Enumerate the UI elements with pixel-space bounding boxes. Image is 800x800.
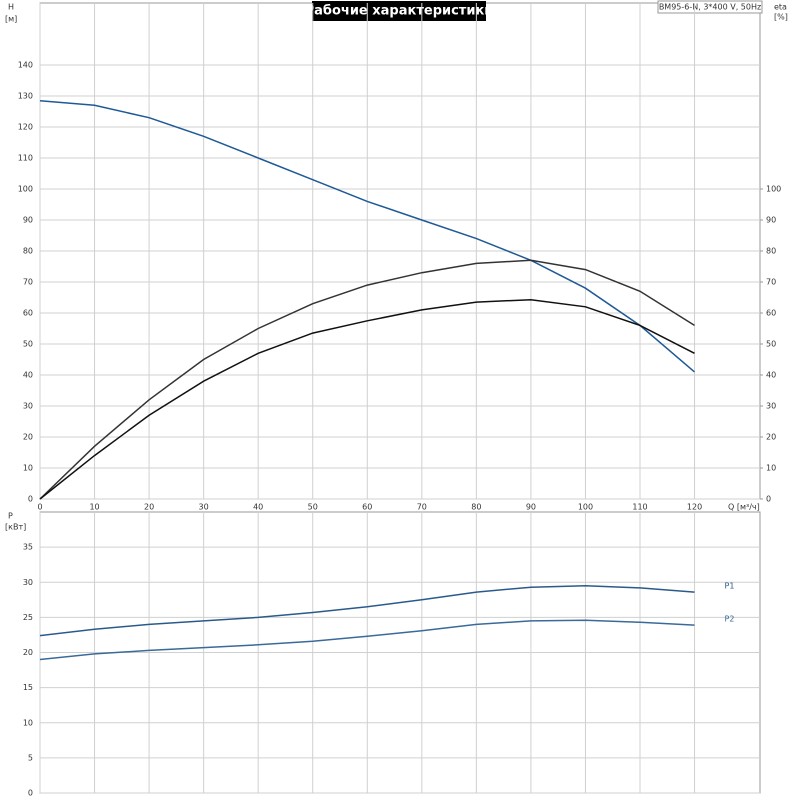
x-axis-label: Q [м³/ч] — [728, 503, 760, 512]
x-tick-label: 30 — [199, 503, 209, 512]
x-tick-label: 80 — [471, 503, 481, 512]
y-tick-label: 40 — [23, 371, 33, 380]
y-tick-label: 70 — [23, 278, 33, 287]
y-tick-label: 120 — [18, 123, 33, 132]
series-line — [39, 99, 695, 373]
y-axis-unit: [кВт] — [5, 523, 26, 532]
y-tick-label: 10 — [23, 718, 33, 727]
y2-axis-unit: [%] — [774, 13, 788, 22]
y-tick-label: 0 — [28, 495, 33, 504]
x-tick-label: 60 — [362, 503, 372, 512]
y-tick-label: 35 — [23, 543, 33, 552]
y2-tick-label: 50 — [766, 340, 776, 349]
y-tick-label: 100 — [18, 185, 33, 194]
y-tick-label: 110 — [18, 154, 33, 163]
y-tick-label: 25 — [23, 613, 33, 622]
chart-title: Рабочие характеристики — [305, 4, 494, 19]
y-tick-label: 0 — [28, 789, 33, 798]
series-line — [39, 298, 695, 500]
series-label: P2 — [725, 615, 735, 624]
x-tick-label: 20 — [144, 503, 154, 512]
y2-tick-label: 30 — [766, 402, 776, 411]
y2-tick-label: 60 — [766, 309, 776, 318]
y2-tick-label: 100 — [766, 185, 781, 194]
y2-tick-label: 90 — [766, 216, 776, 225]
y-tick-label: 90 — [23, 216, 33, 225]
series-line — [39, 585, 695, 637]
y2-tick-label: 80 — [766, 247, 776, 256]
y-tick-label: 80 — [23, 247, 33, 256]
series-line — [39, 259, 695, 500]
y2-tick-label: 0 — [766, 495, 771, 504]
y2-tick-label: 70 — [766, 278, 776, 287]
x-tick-label: 100 — [578, 503, 593, 512]
series-label: P1 — [725, 582, 735, 591]
y-tick-label: 50 — [23, 340, 33, 349]
y-tick-label: 10 — [23, 464, 33, 473]
y-tick-label: 5 — [28, 753, 33, 762]
x-tick-label: 50 — [308, 503, 318, 512]
y2-axis-label: eta — [774, 3, 787, 12]
x-tick-label: 110 — [632, 503, 647, 512]
x-tick-label: 10 — [89, 503, 99, 512]
x-tick-label: 90 — [526, 503, 536, 512]
title-box — [312, 1, 486, 21]
y2-tick-label: 20 — [766, 433, 776, 442]
chart-subtitle: BM95-6-N, 3*400 V, 50Hz — [659, 3, 761, 12]
y-tick-label: 20 — [23, 433, 33, 442]
subtitle-box — [657, 0, 763, 14]
series-line — [39, 619, 695, 661]
y2-tick-label: 40 — [766, 371, 776, 380]
x-tick-label: 120 — [687, 503, 702, 512]
y-axis-unit: [м] — [5, 15, 17, 24]
y-tick-label: 130 — [18, 92, 33, 101]
y-axis-label: P — [8, 512, 13, 521]
y2-tick-label: 10 — [766, 464, 776, 473]
y-tick-label: 140 — [18, 61, 33, 70]
y-tick-label: 15 — [23, 683, 33, 692]
y-tick-label: 30 — [23, 402, 33, 411]
x-tick-label: 70 — [417, 503, 427, 512]
y-tick-label: 20 — [23, 648, 33, 657]
x-tick-label: 40 — [253, 503, 263, 512]
y-axis-label: H — [8, 3, 14, 12]
y-tick-label: 60 — [23, 309, 33, 318]
x-tick-label: 0 — [37, 503, 42, 512]
y-tick-label: 30 — [23, 578, 33, 587]
